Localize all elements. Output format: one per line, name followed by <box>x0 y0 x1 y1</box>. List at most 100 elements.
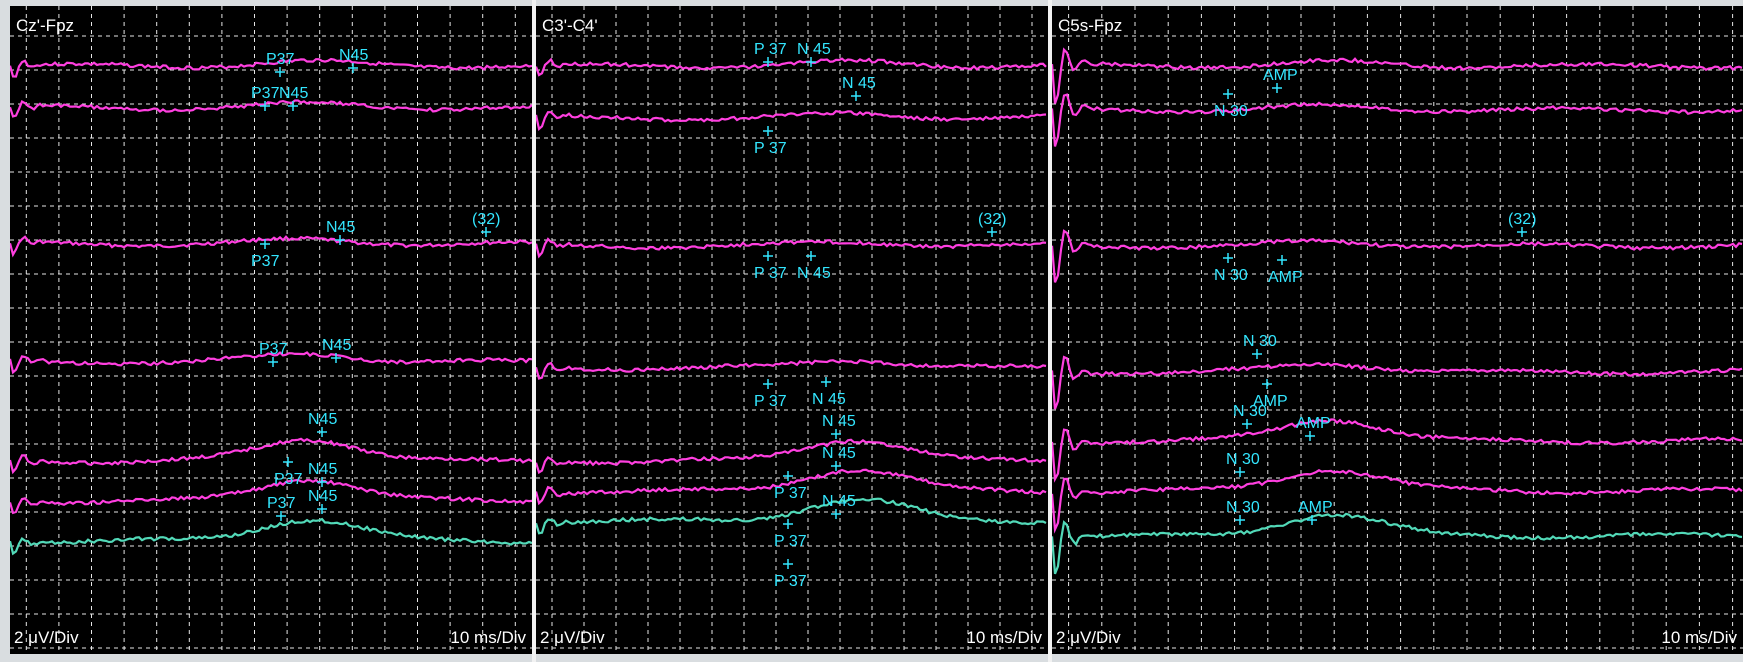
peak-marker-label: N 45 <box>797 41 831 58</box>
peak-marker[interactable]: P 37 <box>774 519 807 550</box>
waveform-trace <box>536 237 1047 259</box>
peak-marker[interactable]: P 37 <box>754 251 787 282</box>
peak-marker[interactable]: P 37 <box>754 41 787 67</box>
peak-marker[interactable]: N 30 <box>1243 333 1277 359</box>
average-trace <box>536 497 1047 535</box>
time-scale-label: 10 ms/Div <box>1661 628 1737 647</box>
peak-marker-label: N 45 <box>797 265 831 282</box>
peak-marker[interactable]: N 45 <box>812 377 846 408</box>
peak-marker-label: N 45 <box>842 75 876 92</box>
peak-marker[interactable]: N 45 <box>822 413 856 439</box>
voltage-scale-label: 2 μV/Div <box>540 628 605 647</box>
peak-marker[interactable]: P 37 <box>754 126 787 157</box>
peak-marker-label: P37 <box>266 51 295 68</box>
average-trace <box>1052 512 1743 575</box>
peak-marker[interactable]: N45 <box>308 488 337 514</box>
peak-marker[interactable]: AMP <box>1263 67 1298 93</box>
peak-marker-label: N45 <box>308 461 337 478</box>
peak-marker[interactable]: N 30 <box>1226 451 1260 477</box>
peak-marker[interactable]: N45 <box>308 461 337 487</box>
peak-marker-label: N45 <box>326 219 355 236</box>
peak-marker[interactable]: N 30 <box>1233 403 1267 429</box>
time-scale-label: 10 ms/Div <box>966 628 1042 647</box>
peak-marker[interactable]: N45 <box>339 47 368 73</box>
peak-marker[interactable]: (32) <box>472 211 500 237</box>
peak-marker-label: P 37 <box>774 533 807 550</box>
waveform-trace <box>1052 418 1743 483</box>
peak-marker-label: N 30 <box>1243 333 1277 350</box>
peak-marker-label: N 45 <box>822 445 856 462</box>
peak-marker-label: AMP <box>1263 67 1298 84</box>
waveform-trace <box>536 468 1047 506</box>
waveform-trace <box>536 57 1047 77</box>
peak-marker[interactable]: P37 <box>259 341 288 367</box>
peak-marker-label: N45 <box>279 85 308 102</box>
peak-marker-label: P 37 <box>774 573 807 590</box>
peak-marker-label: N 45 <box>822 413 856 430</box>
peak-marker-label: N 30 <box>1233 403 1267 420</box>
channel-panel-c3-c4: P 37 N 45 N 45 P 37 (32) P 37 N 45 P 37 N 45 N 45… <box>536 6 1048 654</box>
peak-marker[interactable]: N 45 <box>797 251 831 282</box>
time-scale-label: 10 ms/Div <box>450 628 526 647</box>
peak-marker[interactable]: P 37 <box>774 471 807 502</box>
peak-marker-label: N45 <box>322 337 351 354</box>
peak-marker[interactable]: N45 <box>279 85 308 111</box>
peak-marker[interactable]: N45 <box>326 219 355 245</box>
waveform-trace <box>10 437 532 475</box>
waveform-plot: P 37 N 45 N 45 P 37 (32) P 37 N 45 P 37 N 45 N 45… <box>536 6 1048 654</box>
peak-marker[interactable]: N 30 <box>1226 499 1260 525</box>
waveform-trace <box>1052 469 1743 534</box>
voltage-scale-label: 2 μV/Div <box>14 628 79 647</box>
peak-marker-label: (32) <box>1508 211 1536 228</box>
peak-marker-label: P 37 <box>774 485 807 502</box>
peak-marker[interactable]: N 45 <box>822 493 856 519</box>
peak-marker[interactable]: P37 <box>267 495 296 521</box>
waveform-trace <box>10 478 532 515</box>
peak-marker-label: P37 <box>274 471 303 488</box>
peak-marker[interactable]: P37 <box>251 239 280 270</box>
waveform-trace <box>1052 355 1743 410</box>
peak-marker[interactable]: P 37 <box>754 379 787 410</box>
peak-marker[interactable]: N 30 <box>1214 89 1248 120</box>
peak-marker-label: N45 <box>308 488 337 505</box>
peak-marker[interactable]: P37 <box>274 457 303 488</box>
channel-panel-c5s-fpz: N 30 AMP (32) N 30 AMP N 30 AMP N 30 AMP N 30 N 30… <box>1052 6 1743 654</box>
peak-marker[interactable]: N 30 <box>1214 253 1248 284</box>
peak-marker-label: AMP <box>1298 499 1333 516</box>
peak-marker-label: N 45 <box>812 391 846 408</box>
waveform-trace <box>10 351 532 375</box>
peak-marker-label: P37 <box>251 85 280 102</box>
waveform-trace <box>10 235 532 258</box>
waveform-trace <box>10 99 532 118</box>
average-trace <box>10 517 532 556</box>
peak-marker[interactable]: P37 <box>251 85 280 111</box>
peak-marker-label: N45 <box>339 47 368 64</box>
peak-marker[interactable]: N 45 <box>822 445 856 471</box>
peak-marker[interactable]: P 37 <box>774 559 807 590</box>
peak-marker-label: N45 <box>308 411 337 428</box>
peak-marker[interactable]: P37 <box>266 51 295 77</box>
peak-marker[interactable]: AMP <box>1296 415 1331 441</box>
peak-marker-label: P 37 <box>754 265 787 282</box>
waveform-trace <box>10 57 532 78</box>
peak-marker-label: P37 <box>259 341 288 358</box>
channel-title: Cz'-Fpz <box>16 16 75 35</box>
peak-marker[interactable]: AMP <box>1298 499 1333 525</box>
peak-marker[interactable]: AMP <box>1253 379 1288 410</box>
peak-marker-label: AMP <box>1268 269 1303 286</box>
peak-marker-label: P37 <box>267 495 296 512</box>
waveform-trace <box>1052 229 1743 283</box>
peak-marker[interactable]: (32) <box>978 211 1006 237</box>
peak-marker[interactable]: AMP <box>1268 255 1303 286</box>
peak-marker[interactable]: N 45 <box>842 75 876 101</box>
peak-marker[interactable]: N45 <box>308 411 337 437</box>
peak-marker[interactable]: N 45 <box>797 41 831 67</box>
peak-marker[interactable]: (32) <box>1508 211 1536 237</box>
peak-marker-label: (32) <box>978 211 1006 228</box>
peak-marker[interactable]: N45 <box>322 337 351 363</box>
peak-marker-label: P37 <box>251 253 280 270</box>
peak-marker-label: N 30 <box>1226 451 1260 468</box>
